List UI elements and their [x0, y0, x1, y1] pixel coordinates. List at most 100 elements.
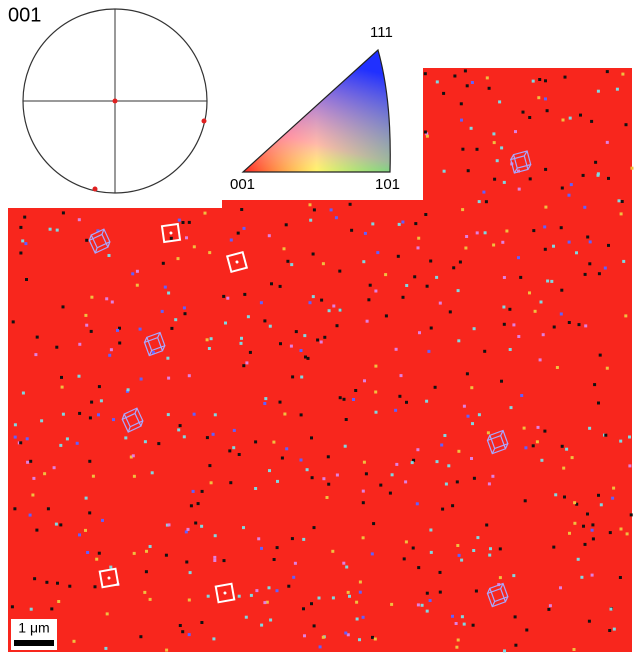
speckle	[309, 301, 312, 304]
speckle	[237, 232, 240, 235]
speckle	[553, 326, 556, 329]
speckle	[78, 343, 81, 346]
speckle	[539, 358, 542, 361]
speckle	[144, 440, 147, 443]
speckle	[350, 229, 353, 232]
speckle	[546, 280, 549, 283]
speckle	[426, 610, 429, 613]
speckle	[471, 422, 474, 425]
speckle	[528, 291, 531, 294]
speckle	[584, 543, 587, 546]
speckle	[356, 618, 359, 621]
speckle	[405, 540, 408, 543]
speckle	[73, 640, 76, 643]
speckle	[476, 536, 479, 539]
speckle	[491, 475, 494, 478]
speckle	[332, 305, 335, 308]
speckle	[140, 378, 143, 381]
speckle	[544, 79, 547, 82]
speckle	[501, 241, 504, 244]
speckle	[100, 399, 103, 402]
speckle	[94, 585, 97, 588]
speckle	[339, 309, 342, 312]
speckle	[78, 533, 81, 536]
speckle	[374, 638, 377, 641]
speckle	[582, 174, 585, 177]
speckle	[467, 415, 470, 418]
speckle	[162, 262, 165, 265]
speckle	[90, 401, 93, 404]
speckle	[281, 457, 284, 460]
speckle	[229, 481, 232, 484]
speckle	[429, 260, 432, 263]
speckle	[254, 487, 257, 490]
speckle	[416, 502, 419, 505]
speckle	[124, 436, 127, 439]
speckle	[514, 130, 517, 133]
speckle	[626, 532, 629, 535]
speckle	[362, 501, 365, 504]
speckle	[34, 353, 37, 356]
speckle	[591, 523, 594, 526]
ipf-corner-label: 001	[230, 176, 255, 193]
speckle	[276, 546, 279, 549]
speckle	[327, 455, 330, 458]
speckle	[620, 212, 623, 215]
speckle	[108, 254, 111, 257]
speckle	[313, 624, 316, 627]
speckle	[464, 247, 467, 250]
speckle	[570, 183, 573, 186]
speckle	[230, 239, 233, 242]
speckle	[322, 262, 325, 265]
speckle	[279, 285, 282, 288]
speckle	[12, 320, 15, 323]
speckle	[60, 376, 63, 379]
speckle	[62, 413, 65, 416]
speckle	[223, 559, 226, 562]
speckle	[61, 386, 64, 389]
speckle	[285, 447, 288, 450]
speckle	[613, 628, 616, 631]
speckle	[597, 172, 600, 175]
speckle	[291, 375, 294, 378]
speckle	[451, 615, 454, 618]
speckle	[426, 285, 429, 288]
speckle	[445, 483, 448, 486]
speckle	[571, 456, 574, 459]
speckle	[320, 341, 323, 344]
speckle	[189, 571, 192, 574]
speckle	[136, 270, 139, 273]
speckle	[417, 246, 420, 249]
speckle	[306, 468, 309, 471]
speckle	[484, 231, 487, 234]
speckle	[488, 482, 491, 485]
speckle	[47, 507, 50, 510]
speckle	[607, 177, 610, 180]
speckle	[212, 637, 215, 640]
speckle	[170, 237, 173, 240]
speckle	[11, 605, 14, 608]
speckle	[584, 324, 587, 327]
speckle	[322, 636, 325, 639]
speckle	[565, 448, 568, 451]
speckle	[161, 310, 164, 313]
speckle	[599, 354, 602, 357]
speckle	[240, 342, 243, 345]
speckle	[226, 297, 229, 300]
speckle	[272, 441, 275, 444]
speckle	[127, 388, 130, 391]
speckle	[528, 116, 531, 119]
speckle	[442, 92, 445, 95]
speckle	[524, 499, 527, 502]
speckle	[622, 260, 625, 263]
speckle	[405, 401, 408, 404]
speckle	[488, 87, 491, 90]
speckle	[464, 69, 467, 72]
ipf-corner-label: 111	[370, 24, 393, 41]
speckle	[245, 616, 248, 619]
speckle	[43, 472, 46, 475]
speckle	[45, 581, 48, 584]
speckle	[619, 440, 622, 443]
speckle	[439, 302, 442, 305]
speckle	[279, 342, 282, 345]
